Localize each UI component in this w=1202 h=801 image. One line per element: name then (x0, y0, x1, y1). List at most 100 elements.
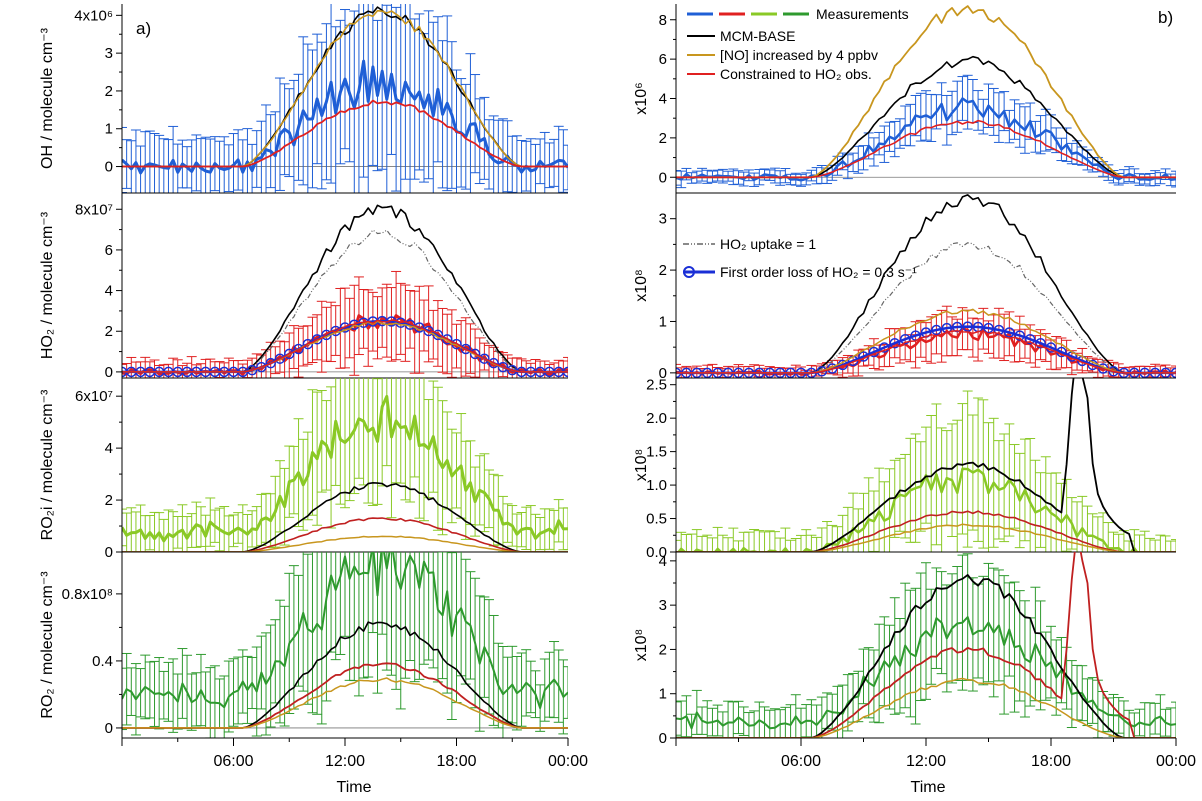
panel-b2-loss-marker (962, 321, 973, 332)
panel-b2-series-uptake (676, 242, 1176, 374)
panel-a2-loss-marker (265, 357, 276, 369)
panel-b3-ytick-label: 2.5 (646, 377, 667, 394)
panel-a2-ytick-label: 6 (105, 242, 113, 259)
panel-b3-plot (676, 378, 1176, 552)
panel-b4-ytick-label: 0 (659, 730, 667, 747)
x-tick-label-left: 06:00 (213, 753, 253, 770)
panel-b2-series-ho2c (676, 329, 1176, 374)
panel-a2-loss-marker (339, 322, 351, 333)
panel-a2-loss-marker (311, 334, 323, 345)
panel-a4-series-no (122, 677, 568, 729)
panel-a4-y-label: RO₂ / molecule cm⁻³ (39, 571, 56, 719)
panel-b2-loss-marker (879, 342, 890, 353)
panel-a3-series-meas (122, 394, 568, 543)
panel-a1-ytick-label: 2 (105, 83, 113, 100)
panel-b4-series-no (676, 677, 1176, 738)
panel-a2-loss-marker (488, 357, 499, 369)
panel-a4-plot (122, 552, 568, 738)
panel-a2-series-uptake (122, 229, 568, 373)
panel-b1-ytick-label: 4 (659, 91, 667, 108)
legend-ho2c-label: Constrained to HO₂ obs. (720, 66, 872, 82)
x-tick-label-left: 18:00 (436, 753, 476, 770)
panel-a4-series-base (122, 621, 568, 729)
panel-a2-loss-marker (469, 348, 481, 360)
panel-a3-ytick-label: 6x10⁷ (75, 388, 113, 405)
panel-b4-ytick-label: 1 (659, 686, 667, 703)
panel-a2-loss-marker (293, 343, 304, 355)
panel-b1-y-label: x10⁶ (633, 82, 650, 114)
panel-a2-loss-marker (256, 361, 267, 373)
legend-no-label: [NO] increased by 4 ppbv (720, 47, 878, 63)
x-tick-label-right: 06:00 (781, 753, 821, 770)
panel-a2-ytick-label: 4 (105, 283, 113, 300)
panel-b2-loss-marker (889, 337, 900, 349)
panel-b2-loss-marker (899, 333, 911, 345)
panel-b1-ytick-label: 0 (659, 169, 667, 186)
panel-a2-series-ho2c (122, 319, 568, 373)
panel-b4-ytick-label: 3 (659, 597, 667, 614)
panel-a3-ytick-label: 4 (105, 440, 113, 457)
panel-a1-ytick-label: 3 (105, 45, 113, 62)
panel-a2-loss-marker (274, 353, 286, 364)
panel-a1-series-ho2c (122, 99, 568, 168)
panel-b2-loss-marker (931, 324, 942, 336)
panel-label-b: b) (1158, 8, 1173, 27)
panel-a2-loss-marker (479, 353, 490, 364)
panel-b3-ytick-label: 0.0 (646, 544, 667, 561)
panel-b2-loss-marker (983, 322, 994, 334)
x-axis-label-right: Time (911, 779, 946, 796)
panel-a3-ytick-label: 2 (105, 492, 113, 509)
panel-b2-loss-marker (1004, 327, 1015, 338)
panel-a2-plot (122, 204, 568, 378)
panel-b3-ytick-label: 2.0 (646, 410, 667, 427)
panel-b1-series-ho2c (676, 119, 1176, 179)
panel-a4-series-meas (122, 552, 568, 710)
x-tick-label-right: 12:00 (906, 753, 946, 770)
panel-a3-plot (122, 378, 568, 552)
panel-a2-ytick-label: 2 (105, 323, 113, 340)
legend-base-label: MCM-BASE (720, 28, 795, 44)
panel-b3-series-meas (676, 467, 1153, 552)
panel-b2-ytick-label: 3 (659, 211, 667, 228)
panel-b1-ytick-label: 2 (659, 130, 667, 147)
panel-b4-series-meas (676, 616, 1176, 730)
panel-b3-y-label: x10⁸ (633, 449, 650, 482)
panel-a3-series-base (122, 482, 568, 552)
panel-a3-series-ho2c (122, 517, 568, 552)
panel-b4-ytick-label: 2 (659, 641, 667, 658)
panel-b3-ytick-label: 1.5 (646, 444, 667, 461)
panel-b1-ytick-label: 8 (659, 12, 667, 29)
panel-b1-ytick-label: 6 (659, 51, 667, 68)
panel-a3-ytick-label: 0 (105, 544, 113, 561)
panel-a4-ytick-label: 0.4 (92, 653, 113, 670)
panel-label-a: a) (136, 19, 151, 38)
panel-b3-ytick-label: 1.0 (646, 477, 667, 494)
panel-a2-loss-marker (246, 364, 258, 376)
panel-a1-ytick-label: 1 (105, 121, 113, 138)
panel-a3-y-label: RO₂i / molecule cm⁻³ (39, 389, 56, 540)
panel-b2-plot (676, 194, 1176, 378)
panel-b2-y-label: x10⁸ (633, 269, 650, 302)
panel-b2-ytick-label: 1 (659, 313, 667, 330)
panel-b2-loss-marker (1024, 333, 1036, 345)
panel-a3-series-no (122, 535, 568, 552)
x-axis-label-left: Time (337, 779, 372, 796)
panel-b4-series-base (676, 574, 1176, 738)
x-tick-label-right: 18:00 (1031, 753, 1071, 770)
legend-loss-label: First order loss of HO₂ = 0.3 s⁻¹ (720, 264, 917, 280)
panel-b2-loss-marker (1035, 337, 1046, 349)
panel-a4-ytick-label: 0 (105, 720, 113, 737)
panel-b3-series-base (676, 378, 1176, 552)
panel-a2-loss-marker (441, 334, 453, 345)
panel-a4-ytick-label: 0.8x10⁸ (62, 586, 113, 603)
x-tick-label-left: 12:00 (325, 753, 365, 770)
panel-a2-loss-marker (460, 343, 472, 355)
panel-b3-series-ho2c (676, 510, 1176, 552)
panel-b2-loss-marker (910, 330, 921, 341)
panel-a1-ytick-label: 4x10⁶ (74, 7, 113, 24)
legend-uptake-label: HO₂ uptake = 1 (720, 236, 816, 252)
x-tick-label-right: 00:00 (1156, 753, 1196, 770)
panel-b3-ytick-label: 0.5 (646, 511, 667, 528)
panel-b4-series-ho2c (676, 552, 1176, 738)
